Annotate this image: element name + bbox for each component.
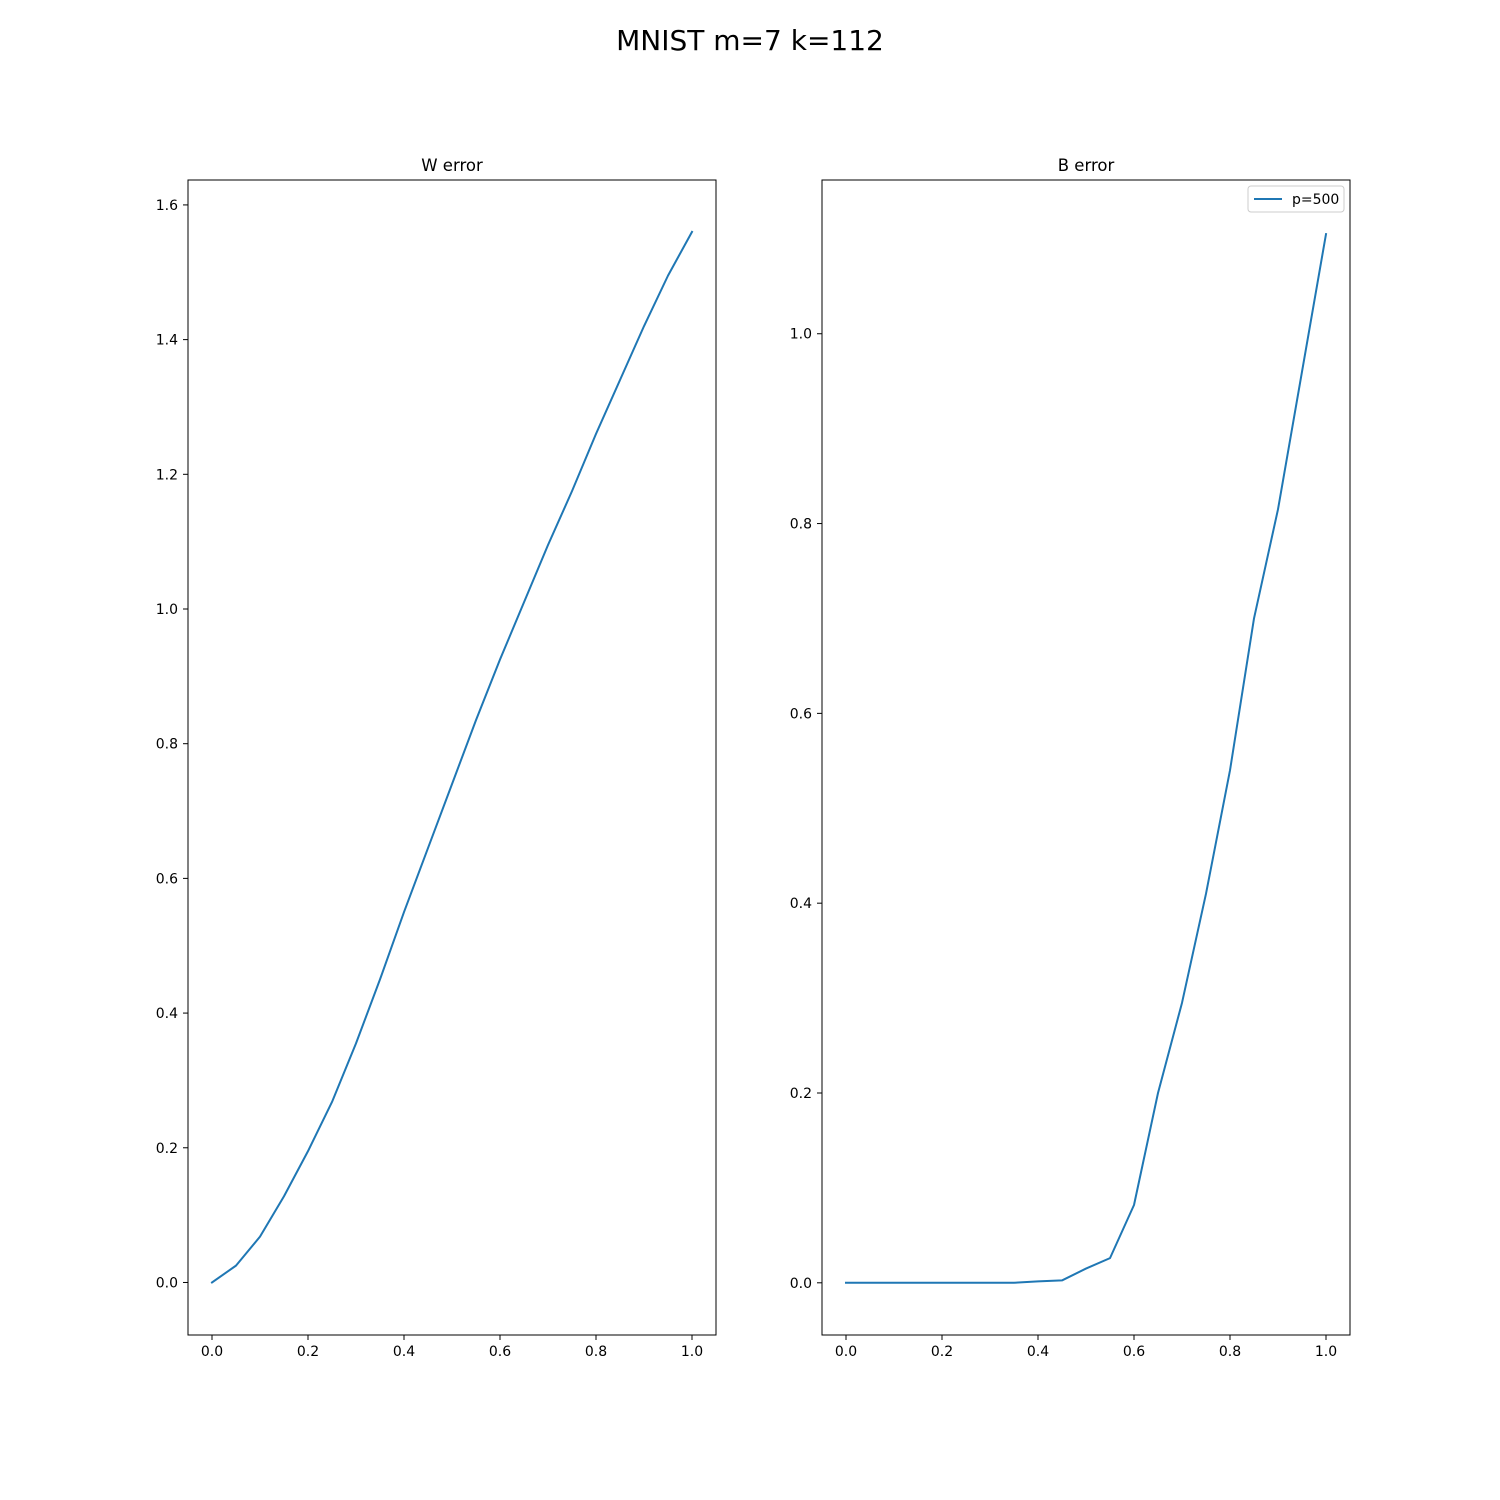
b-error-legend: p=500 xyxy=(1247,185,1345,213)
b-error-ytick-label: 0.6 xyxy=(790,706,812,722)
b-error-xtick-label: 1.0 xyxy=(1315,1344,1337,1360)
w-error-axes: W error 0.0 0.2 0.4 0.6 0.8 1.0 0.0 0.2 0.4 0.6 0.8… xyxy=(156,156,717,1360)
w-error-ytick-label: 1.6 xyxy=(156,198,178,214)
w-error-xtick-label: 0.0 xyxy=(201,1344,223,1360)
w-error-xtick-label: 0.4 xyxy=(393,1344,415,1360)
w-error-xtick-label: 0.6 xyxy=(489,1344,511,1360)
w-error-xtick-label: 1.0 xyxy=(681,1344,703,1360)
b-error-ytick-label: 0.0 xyxy=(790,1276,812,1292)
w-error-ytick-label: 0.0 xyxy=(156,1275,178,1291)
w-error-ytick-label: 0.2 xyxy=(156,1141,178,1157)
b-error-xtick-label: 0.4 xyxy=(1027,1344,1049,1360)
w-error-ytick-label: 1.2 xyxy=(156,467,178,483)
b-error-xtick-label: 0.6 xyxy=(1123,1344,1145,1360)
b-error-ytick-label: 1.0 xyxy=(790,327,812,343)
b-error-xtick-label: 0.0 xyxy=(835,1344,857,1360)
b-error-ytick-label: 0.8 xyxy=(790,517,812,533)
w-error-series-line xyxy=(210,230,694,1284)
figure-title: MNIST m=7 k=112 xyxy=(616,24,884,57)
b-error-ytick-label: 0.4 xyxy=(790,896,812,912)
w-error-xtick-label: 0.8 xyxy=(585,1344,607,1360)
w-error-frame xyxy=(187,179,717,1336)
b-error-xtick-label: 0.8 xyxy=(1219,1344,1241,1360)
w-error-ytick-label: 0.6 xyxy=(156,871,178,887)
b-error-xtick-label: 0.2 xyxy=(931,1344,953,1360)
b-error-series-line xyxy=(845,232,1328,1284)
b-error-title: B error xyxy=(1058,156,1115,175)
b-error-legend-box xyxy=(1247,185,1345,213)
w-error-title: W error xyxy=(421,156,483,175)
w-error-ytick-label: 0.8 xyxy=(156,737,178,753)
w-error-ytick-label: 0.4 xyxy=(156,1006,178,1022)
b-error-legend-label: p=500 xyxy=(1292,192,1339,208)
b-error-frame xyxy=(821,179,1351,1336)
b-error-ytick-label: 0.2 xyxy=(790,1086,812,1102)
w-error-ytick-label: 1.4 xyxy=(156,333,178,349)
w-error-ytick-label: 1.0 xyxy=(156,602,178,618)
b-error-axes: B error 0.0 0.2 0.4 0.6 0.8 1.0 0.0 0.2 0.4 0.6 0.8… xyxy=(790,156,1351,1360)
w-error-xtick-label: 0.2 xyxy=(297,1344,319,1360)
